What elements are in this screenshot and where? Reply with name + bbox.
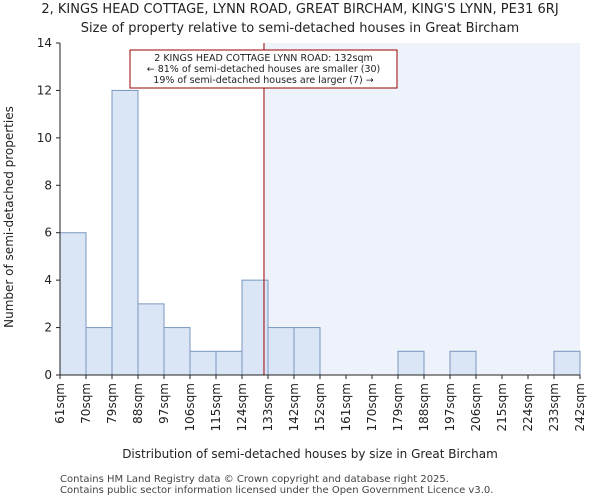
annotation-line-3: 19% of semi-detached houses are larger (…	[153, 75, 373, 86]
chart-title: 2, KINGS HEAD COTTAGE, LYNN ROAD, GREAT …	[41, 2, 559, 17]
larger-region-shade	[263, 43, 580, 375]
chart-subtitle: Size of property relative to semi-detach…	[80, 21, 520, 36]
x-tick-label: 233sqm	[547, 383, 561, 431]
x-tick-label: 133sqm	[261, 383, 275, 431]
histogram-bar	[59, 232, 87, 376]
y-tick-label: 0	[44, 368, 52, 382]
y-tick-label: 10	[37, 131, 52, 145]
x-tick-label: 179sqm	[391, 383, 405, 431]
y-tick-label: 12	[37, 83, 52, 97]
x-tick-label: 242sqm	[573, 383, 587, 431]
histogram-bar	[267, 327, 295, 376]
histogram-bar	[553, 350, 581, 376]
x-tick-label: 152sqm	[313, 383, 327, 431]
y-tick-label: 2	[44, 321, 52, 335]
x-tick-label: 215sqm	[495, 383, 509, 431]
footer-line-1: Contains HM Land Registry data © Crown c…	[60, 474, 449, 485]
y-tick-label: 14	[37, 36, 52, 50]
histogram-bar	[189, 350, 217, 376]
x-tick-label: 197sqm	[443, 383, 457, 431]
x-tick-label: 61sqm	[53, 383, 67, 424]
histogram-bar	[111, 89, 139, 376]
x-tick-label: 97sqm	[157, 383, 171, 424]
annotation-line-2: ← 81% of semi-detached houses are smalle…	[147, 64, 381, 75]
histogram-bar	[85, 327, 113, 376]
histogram-bar	[397, 350, 425, 376]
y-axis-label: Number of semi-detached properties	[2, 106, 16, 328]
x-tick-label: 206sqm	[469, 383, 483, 431]
histogram-bar	[137, 303, 165, 376]
histogram-bar	[449, 350, 477, 376]
x-tick-label: 224sqm	[521, 383, 535, 431]
x-tick-label: 188sqm	[417, 383, 431, 431]
y-tick-label: 6	[44, 226, 52, 240]
footer-line-2: Contains public sector information licen…	[60, 485, 494, 496]
annotation-line-1: 2 KINGS HEAD COTTAGE LYNN ROAD: 132sqm	[154, 53, 373, 64]
x-tick-label: 70sqm	[79, 383, 93, 424]
x-tick-label: 170sqm	[365, 383, 379, 431]
annotation-box	[129, 49, 398, 89]
x-tick-label: 124sqm	[235, 383, 249, 431]
histogram-bar	[293, 327, 321, 376]
x-tick-label: 161sqm	[339, 383, 353, 431]
x-axis-label: Distribution of semi-detached houses by …	[122, 447, 498, 461]
histogram-bar	[215, 350, 243, 376]
x-tick-label: 79sqm	[105, 383, 119, 424]
x-tick-label: 142sqm	[287, 383, 301, 431]
x-tick-label: 106sqm	[183, 383, 197, 431]
x-tick-label: 88sqm	[131, 383, 145, 424]
y-tick-label: 8	[44, 178, 52, 192]
y-tick-label: 4	[44, 273, 52, 287]
x-tick-label: 115sqm	[209, 383, 223, 431]
histogram-bar	[163, 327, 191, 376]
